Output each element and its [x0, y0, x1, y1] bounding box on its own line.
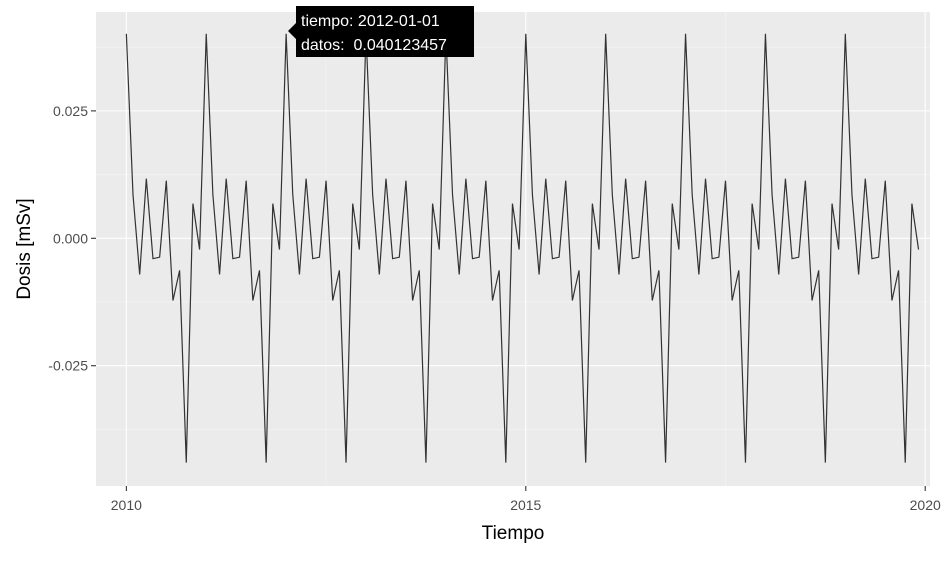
major-gridlines — [96, 12, 930, 486]
x-tick-label: 2015 — [510, 497, 541, 513]
y-axis-title: Dosis [mSv] — [14, 198, 35, 299]
hover-tooltip: tiempo: 2012-01-01 datos: 0.040123457 — [288, 6, 474, 57]
x-tick-label: 2020 — [910, 497, 941, 513]
x-axis: 2010 2015 2020 — [111, 486, 941, 513]
series-layer — [125, 33, 920, 463]
x-tick-label: 2010 — [111, 497, 142, 513]
minor-gridlines — [96, 12, 930, 486]
series-line — [125, 33, 920, 463]
tooltip-line-1: tiempo: 2012-01-01 — [301, 13, 440, 30]
y-tick-label: 0.025 — [53, 103, 88, 119]
x-axis-title: Tiempo — [482, 523, 545, 544]
tooltip-box — [288, 6, 474, 57]
y-tick-label: -0.025 — [48, 358, 88, 374]
y-axis: -0.025 0.000 0.025 — [48, 103, 96, 374]
tooltip-line-2: datos: 0.040123457 — [301, 37, 447, 54]
y-tick-label: 0.000 — [53, 230, 88, 246]
